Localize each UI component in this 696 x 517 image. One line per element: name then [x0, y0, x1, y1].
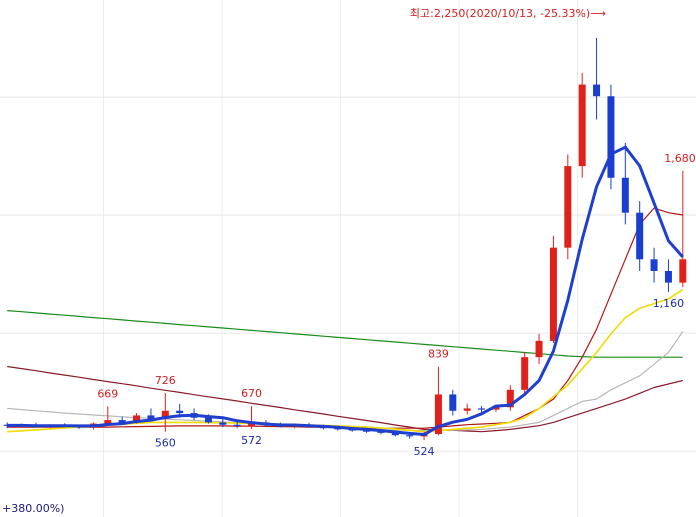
candle-body — [521, 357, 529, 390]
candle-body — [621, 177, 629, 213]
candle-body — [679, 259, 687, 283]
low-label: 560 — [155, 437, 176, 450]
high-label: 669 — [97, 387, 118, 400]
candle-body — [478, 408, 486, 410]
high-label: 839 — [428, 348, 449, 361]
candle-body — [248, 422, 256, 426]
candle-body — [104, 420, 112, 424]
candle-body — [377, 431, 385, 433]
candle-body — [564, 166, 572, 248]
candle-body — [147, 415, 155, 419]
candle-body — [506, 389, 514, 408]
candle-body — [219, 422, 227, 425]
candle-body — [664, 270, 672, 283]
candle-body — [406, 435, 414, 437]
candle-body — [118, 420, 126, 423]
change-annotation: +380.00%) — [2, 502, 64, 515]
candle-body — [449, 394, 457, 411]
candle-body — [363, 430, 371, 432]
ma-line — [7, 365, 683, 433]
candle-body — [578, 84, 586, 167]
high-label: 1,680 — [664, 152, 696, 165]
candle-body — [3, 424, 11, 426]
ma-line — [7, 288, 684, 433]
candle-body — [161, 410, 169, 419]
candle-body — [535, 340, 543, 358]
low-label: 524 — [414, 445, 435, 458]
max-annotation: 최고:2,250(2020/10/13, -25.33%)⟶ — [410, 7, 606, 20]
ma-line — [7, 331, 684, 432]
candles — [3, 37, 687, 441]
labels: 669 726 670 839 1,680 560 572 524 1,160 — [97, 152, 695, 458]
candle-body — [133, 415, 141, 423]
candle-body — [391, 432, 399, 436]
low-label: 572 — [241, 434, 262, 447]
candle-body — [607, 96, 615, 178]
candle-body — [593, 84, 601, 97]
candle-body — [650, 259, 658, 271]
candle-body — [176, 410, 184, 414]
ma-line — [7, 310, 683, 358]
candle-body — [492, 407, 500, 410]
high-label: 670 — [241, 387, 262, 400]
high-label: 726 — [155, 374, 176, 387]
candle-body — [434, 394, 442, 435]
candle-body — [463, 408, 471, 411]
overlay — [7, 145, 684, 436]
low-label: 1,160 — [653, 297, 685, 310]
candle-body — [233, 424, 241, 426]
candle-body — [636, 212, 644, 260]
ma-line — [7, 145, 684, 436]
candle-body — [549, 247, 557, 341]
candle-body — [204, 417, 212, 423]
candle-body — [334, 428, 342, 430]
